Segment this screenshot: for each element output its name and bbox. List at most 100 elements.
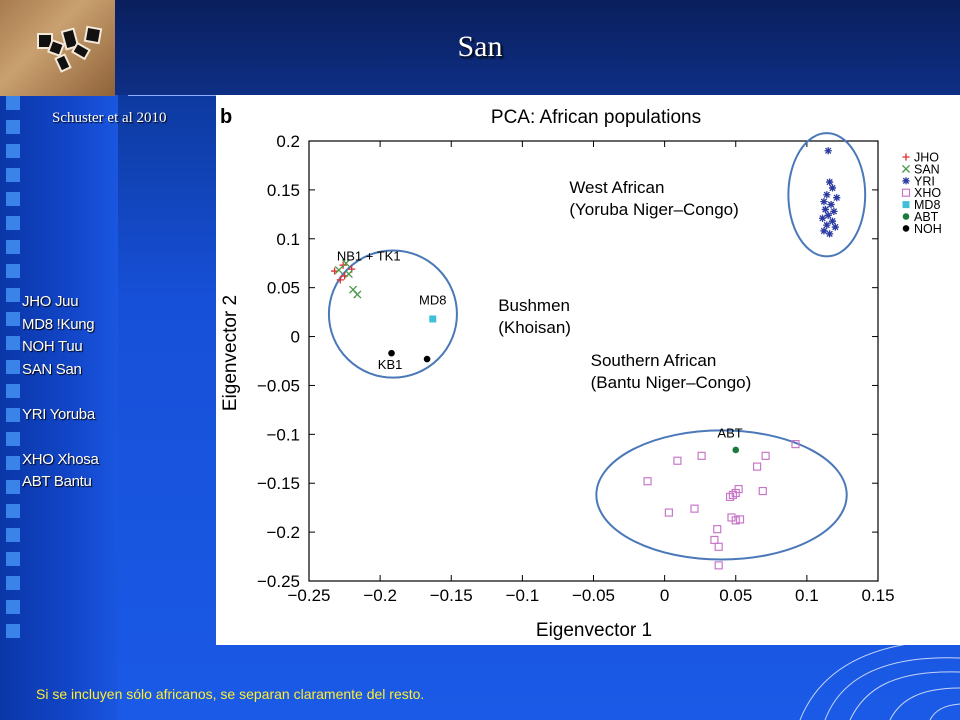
cluster-circle xyxy=(595,429,848,561)
spacer xyxy=(22,381,99,404)
data-point-xho xyxy=(728,490,738,500)
population-code: ABT Bantu xyxy=(22,473,92,490)
title-band xyxy=(0,0,960,95)
data-point-san xyxy=(344,269,353,279)
data-point-xho xyxy=(713,525,722,534)
data-point-jho xyxy=(336,276,344,284)
data-point-abt xyxy=(732,446,740,454)
population-code: JHO Juu xyxy=(22,293,79,310)
data-point-yri xyxy=(827,200,835,209)
cluster-annotation: West African xyxy=(569,178,664,197)
data-point-yri xyxy=(833,194,841,202)
decorative-square xyxy=(6,96,20,110)
y-tick-label: −0.25 xyxy=(257,572,300,591)
legend-label: YRI xyxy=(914,174,935,188)
data-point-yri xyxy=(826,178,834,186)
x-tick-label: 0.1 xyxy=(795,586,819,605)
data-point-xho xyxy=(697,451,706,460)
y-tick-label: 0.2 xyxy=(276,132,300,151)
data-point-xho xyxy=(714,542,723,551)
citation: Schuster et al 2010 xyxy=(52,110,167,126)
x-tick-label: −0.1 xyxy=(506,586,540,605)
decorative-square xyxy=(6,288,20,302)
cluster-annotation: (Khoisan) xyxy=(498,318,571,337)
data-point-noh xyxy=(423,355,431,363)
decorative-square xyxy=(6,120,20,134)
data-point-san xyxy=(334,266,343,275)
data-point-xho xyxy=(735,515,745,524)
legend-marker-md8 xyxy=(902,201,910,209)
point-label: KB1 xyxy=(378,357,403,372)
decorative-square xyxy=(6,552,20,566)
population-code: XHO Xhosa xyxy=(22,450,99,468)
data-point-yri xyxy=(824,211,832,219)
data-point-xho xyxy=(714,561,723,570)
legend-marker-yri xyxy=(902,177,910,185)
decorative-square xyxy=(6,240,20,254)
data-point-noh xyxy=(388,349,395,357)
population-code-list: JHO Juu MD8 !Kung NOH Tuu SAN San YRI Yo… xyxy=(22,291,99,494)
y-tick-label: 0.1 xyxy=(276,230,300,249)
decorative-square xyxy=(6,312,20,326)
data-point-yri xyxy=(821,205,829,214)
legend-label: MD8 xyxy=(914,198,940,212)
decorative-square xyxy=(6,216,20,230)
data-point-yri xyxy=(820,227,828,235)
decorative-square xyxy=(6,360,20,374)
legend-label: ABT xyxy=(914,210,939,224)
data-point-xho xyxy=(710,535,719,545)
data-point-yri xyxy=(823,221,831,229)
data-point-yri xyxy=(824,147,832,155)
title-divider xyxy=(128,95,218,96)
decorative-square xyxy=(6,456,20,470)
legend-label: XHO xyxy=(914,186,941,200)
legend-marker-abt xyxy=(902,213,910,220)
pca-figure: b PCA: African populations Eigenvector 2… xyxy=(216,95,960,645)
y-tick-label: −0.1 xyxy=(266,425,300,444)
decorative-square xyxy=(6,480,20,494)
legend-marker-jho xyxy=(902,153,910,161)
y-tick-label: 0 xyxy=(291,328,300,347)
data-point-yri xyxy=(828,184,837,192)
y-tick-label: −0.2 xyxy=(266,523,300,542)
data-point-md8 xyxy=(429,315,437,323)
population-code: SAN San xyxy=(22,360,82,378)
data-point-xho xyxy=(673,456,682,465)
point-label: NB1 + TK1 xyxy=(337,248,401,263)
data-point-xho xyxy=(731,516,740,525)
x-tick-label: 0 xyxy=(660,586,669,605)
data-point-xho xyxy=(643,477,652,486)
data-point-yri xyxy=(818,214,827,222)
decorative-square xyxy=(6,408,20,422)
point-label: MD8 xyxy=(419,292,446,307)
legend-marker-san xyxy=(901,164,911,173)
decorative-square xyxy=(6,528,20,542)
x-tick-label: −0.15 xyxy=(430,586,473,605)
decorative-square xyxy=(6,600,20,614)
data-point-xho xyxy=(791,440,800,449)
decorative-square xyxy=(6,624,20,638)
x-tick-label: 0.05 xyxy=(719,586,752,605)
cluster-annotation: (Bantu Niger–Congo) xyxy=(591,373,752,392)
legend-marker-xho xyxy=(901,188,911,197)
data-point-xho xyxy=(752,462,762,471)
cluster-circle xyxy=(327,249,458,379)
data-point-yri xyxy=(826,230,834,238)
data-point-yri xyxy=(830,207,838,215)
panel-label: b xyxy=(220,106,232,128)
decorative-square xyxy=(6,504,20,518)
footer-caption: Si se incluyen sólo africanos, se separa… xyxy=(36,686,425,702)
decorative-square xyxy=(6,144,20,158)
y-tick-label: 0.05 xyxy=(267,279,300,298)
cluster-annotation: Southern African xyxy=(591,351,717,370)
decorative-square xyxy=(6,432,20,446)
decorative-square xyxy=(6,168,20,182)
x-tick-label: −0.05 xyxy=(572,586,615,605)
data-point-yri xyxy=(823,191,831,199)
data-point-xho xyxy=(758,486,767,496)
x-tick-label: −0.2 xyxy=(363,586,397,605)
cluster-annotation: Bushmen xyxy=(498,296,570,315)
population-code: MD8 !Kung xyxy=(22,315,95,333)
point-label: ABT xyxy=(717,425,742,440)
cluster-circle xyxy=(787,132,867,258)
